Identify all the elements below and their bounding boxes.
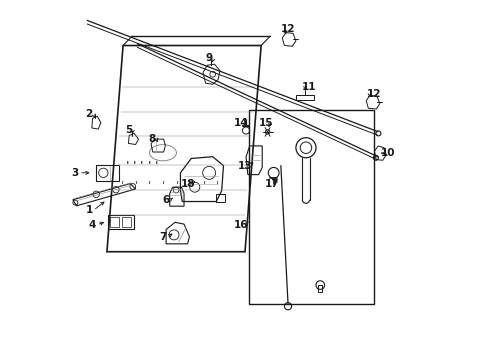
Text: ▌: ▌: [204, 180, 206, 184]
Text: 5: 5: [125, 125, 132, 135]
Text: ▌: ▌: [176, 180, 179, 184]
Text: 1: 1: [85, 206, 93, 216]
Text: ▌: ▌: [156, 159, 159, 163]
Text: 15: 15: [259, 118, 274, 128]
Text: ▌: ▌: [142, 159, 144, 163]
Text: 18: 18: [180, 179, 195, 189]
Text: 2: 2: [85, 109, 93, 119]
Circle shape: [266, 130, 270, 134]
Text: 16: 16: [234, 220, 248, 230]
Text: 13: 13: [238, 161, 252, 171]
Text: 17: 17: [265, 179, 279, 189]
Text: ▌: ▌: [127, 159, 130, 163]
Text: ▌: ▌: [134, 159, 137, 163]
Text: 14: 14: [233, 118, 248, 128]
Text: ▌: ▌: [163, 180, 165, 184]
Text: ▌: ▌: [136, 180, 138, 184]
Text: 7: 7: [159, 232, 166, 242]
Text: 6: 6: [163, 195, 170, 205]
Text: 12: 12: [367, 89, 381, 99]
Text: ▌: ▌: [149, 180, 151, 184]
Text: ▌: ▌: [218, 180, 220, 184]
Text: 3: 3: [71, 168, 78, 178]
Text: 9: 9: [206, 53, 213, 63]
Text: 4: 4: [89, 220, 96, 230]
Text: 8: 8: [148, 134, 155, 144]
Text: ▌: ▌: [190, 180, 192, 184]
Text: 10: 10: [381, 148, 396, 158]
Text: 12: 12: [281, 24, 295, 35]
Text: ▌: ▌: [148, 159, 151, 163]
Text: ▌: ▌: [122, 180, 124, 184]
Text: 11: 11: [302, 82, 317, 92]
